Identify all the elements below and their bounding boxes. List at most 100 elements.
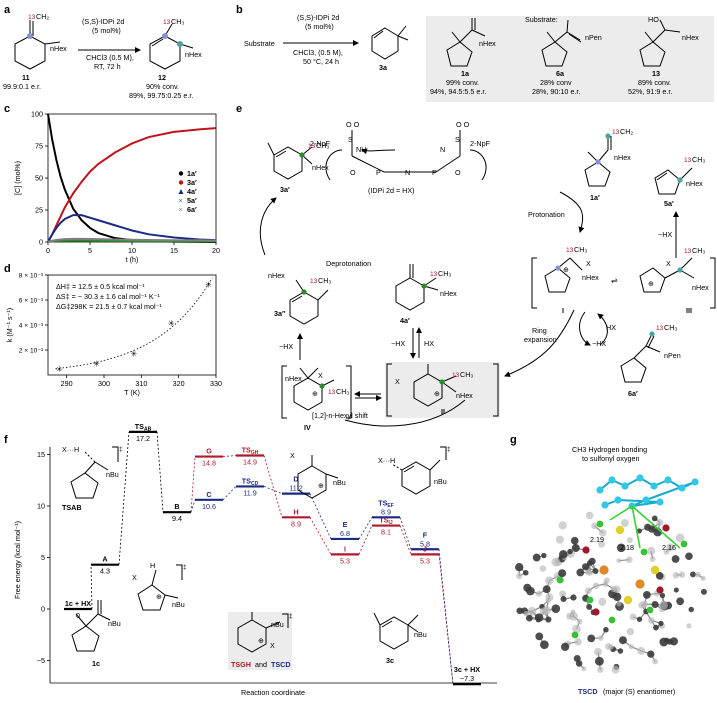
sub-13-conv: 89% conv. [638,78,671,87]
atom [594,656,604,666]
plot-c-ytick-label: 50 [35,174,43,183]
ch3-label-12: 13 [163,19,171,26]
hex-label-a2: nHex [185,50,202,59]
eyring-point: ✳ [168,319,175,328]
hex-II: nHex [456,391,473,400]
atom [695,571,701,578]
ch3-IV: CH₃ [336,387,349,396]
ch3-I: CH₃ [574,245,587,254]
cat-p-2: P [432,168,437,177]
molecule-3a-dprime [289,279,329,325]
ch3-5a: CH₃ [692,155,705,164]
phosphorus-atom [635,579,645,589]
cation-III [639,257,695,293]
plot-f-yticks: −5 0 5 10 15 [37,450,50,665]
atom [570,536,579,545]
plot-c-series [47,113,217,243]
plot-d-ytick-label: 2 × 10⁻³ [19,348,44,355]
atom [652,658,659,665]
plot-d-xtick-label: 320 [173,379,185,388]
plot-f-ytick-label: −5 [37,656,45,665]
plot-d-xtick-label: 290 [61,379,73,388]
molecule-5a-prime [654,167,693,195]
atom [576,568,585,577]
energy-value: 5.8 [420,539,430,548]
deprotonation-label: Deprotonation [326,259,371,268]
plot-c-yticks: 0 25 50 75 100 [31,110,48,247]
substrate-atom [596,486,604,494]
energy-connector [190,499,196,513]
ch2-text: CH₂ [36,12,49,21]
sub-1a-conv: 99% conv. [446,78,479,87]
hex-I: nHex [582,273,599,282]
atom [620,518,629,527]
catalyst-structure [325,130,487,181]
atom [647,650,655,658]
substrate-atom [608,476,616,484]
atom [676,597,685,606]
legend-marker: × [179,196,183,205]
energy-value: 14.8 [202,459,216,468]
plot-d-ylabel: k (M⁻¹ s⁻¹) [5,308,14,342]
substrate-atom [636,474,644,482]
energy-value: 8.9 [381,507,391,516]
sub-6a-group: nPen [585,33,602,42]
atom [603,577,610,584]
energy-connector [438,549,454,685]
plot-c-xtick-label: 15 [170,246,178,255]
atom [637,646,646,655]
fluorine-atom [680,540,688,548]
g-dist-1: 2.19 [590,535,604,544]
g-caption-ts: TSCD [578,687,598,696]
atom [586,603,593,610]
plot-d-xlabel: T (K) [124,388,140,397]
g-annotation-2: to sulfonyl oxygen [582,454,640,463]
molecule-6a-prime [620,331,661,383]
bu-tsab: nBu [106,470,119,479]
g-dist-2: 2.18 [620,543,634,552]
energy-connector [309,517,332,555]
substrate-bond [645,481,696,501]
fluorine-atom [586,596,594,604]
hex-1a-prime: nHex [614,153,631,162]
cation-I-plus: ⊕ [563,265,569,274]
eyring-point: ✳ [205,280,212,289]
label-1c: 1c [92,659,100,668]
bu-tsgh: nBu [271,620,284,629]
atom [685,552,693,561]
b-plus: ⊕ [156,592,162,601]
cycle-curve-bottom [344,399,466,427]
atom [527,606,537,616]
bu-tsef: nBu [434,477,447,486]
atom [659,637,669,647]
arrow-6a-out [579,311,591,346]
energy-connector [190,456,196,513]
atom [576,618,583,625]
ch3-13-3a: 13 [308,143,316,150]
inset-caption-gh: TSGH [231,660,251,669]
plot-c-xtick-label: 0 [46,246,50,255]
state-name: H [293,507,298,516]
molecule-12 [149,23,194,70]
hex-5a-prime: nHex [686,179,703,188]
energy-value: 5.3 [420,556,430,565]
cat-o-1: O O [346,120,360,129]
fluorine-atom [608,616,616,624]
sub-13-label: 13 [652,69,660,78]
plot-c-ytick-label: 75 [35,142,43,151]
plot-f-levels: 01c + HX4.3A17.2TSAB9.4B14.8G14.9TSGH8.9… [64,422,481,686]
hx-4a: HX [424,339,434,348]
atom [617,648,624,654]
sub-13-group: nHex [682,33,699,42]
atom [611,665,620,674]
plot-d-xtick-label: 300 [98,379,110,388]
energy-value: 17.2 [136,434,150,443]
atom [586,560,593,566]
eyring-dH: ΔH‡ = 12.5 ± 0.5 kcal mol⁻¹ [56,282,145,291]
minus-hx-3a2: −HX [279,342,293,351]
cat-s-1: S [348,135,353,144]
ch2-label: 13 [28,14,36,21]
panel-label-a: a [4,4,11,16]
oxygen-atom [592,608,600,616]
atom [686,623,692,629]
